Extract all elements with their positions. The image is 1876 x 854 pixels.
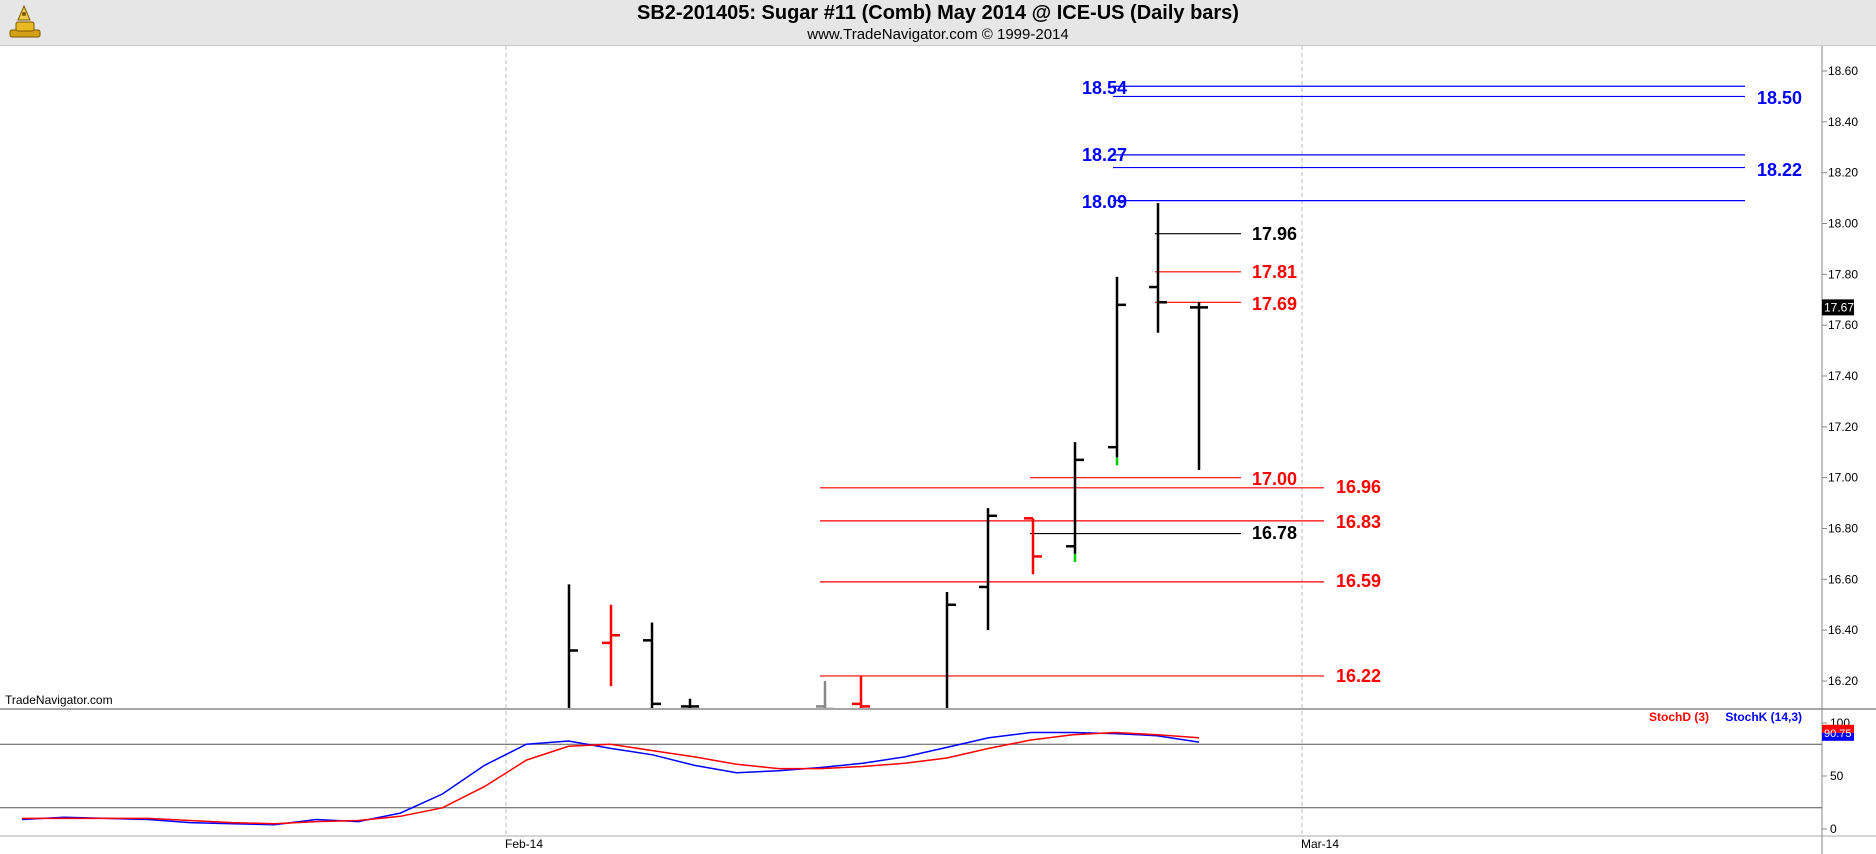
x-tick-label: Mar-14 (1301, 837, 1339, 851)
ohlc-bar (945, 592, 956, 708)
level-label: 18.50 (1757, 88, 1802, 108)
ohlc-bar (681, 698, 699, 708)
ohlc-bar (1149, 203, 1167, 333)
y-tick-label: 16.80 (1828, 522, 1858, 536)
ohlc-bar (852, 675, 870, 708)
level-label: 16.22 (1336, 666, 1381, 686)
ohlc-bar (1108, 276, 1126, 458)
level-label: 17.69 (1252, 294, 1297, 314)
last-price-badge (1822, 299, 1854, 316)
level-label: 17.96 (1252, 224, 1297, 244)
chart-title: SB2-201405: Sugar #11 (Comb) May 2014 @ … (637, 2, 1239, 24)
chart-header: SB2-201405: Sugar #11 (Comb) May 2014 @ … (0, 0, 1876, 46)
ohlc-bar (602, 604, 620, 687)
stoch-y-tick-label: 0 (1830, 822, 1837, 836)
level-label: 17.00 (1252, 469, 1297, 489)
last-price-label: 17.67 (1824, 300, 1854, 314)
level-label: 17.81 (1252, 262, 1297, 282)
level-label: 18.54 (1082, 78, 1127, 98)
y-tick-label: 16.40 (1828, 623, 1858, 637)
ohlc-bar (643, 622, 661, 708)
level-label: 16.96 (1336, 477, 1381, 497)
ohlc-bar (1190, 302, 1208, 471)
stoch-series-line (22, 731, 1200, 825)
y-tick-label: 18.40 (1828, 115, 1858, 129)
ohlc-bar (979, 508, 997, 631)
ohlc-bar (567, 584, 578, 708)
y-tick-label: 16.20 (1828, 674, 1858, 688)
level-label: 18.09 (1082, 192, 1127, 212)
y-tick-label: 18.20 (1828, 166, 1858, 180)
level-label: 18.22 (1757, 160, 1802, 180)
stoch-badge-top (1822, 724, 1854, 733)
y-tick-label: 16.60 (1828, 572, 1858, 586)
x-tick-label: Feb-14 (505, 837, 543, 851)
stoch-badge-bottom (1822, 732, 1854, 741)
y-tick-label: 18.00 (1828, 217, 1858, 231)
level-label: 16.78 (1252, 523, 1297, 543)
stoch-y-tick-label: 50 (1830, 769, 1844, 783)
ohlc-bar (1024, 517, 1042, 575)
stoch-last-value: 90.75 (1824, 728, 1852, 740)
y-tick-label: 17.20 (1828, 420, 1858, 434)
y-tick-label: 17.80 (1828, 267, 1858, 281)
legend-stochk: StochK (14,3) (1725, 710, 1802, 724)
y-tick-label: 17.60 (1828, 318, 1858, 332)
ohlc-bar (816, 681, 834, 708)
y-tick-label: 17.40 (1828, 369, 1858, 383)
level-label: 18.27 (1082, 145, 1127, 165)
stoch-series-line (21, 731, 1200, 826)
level-label: 16.59 (1336, 571, 1381, 591)
chart-subtitle: www.TradeNavigator.com © 1999-2014 (807, 26, 1069, 43)
watermark-text: TradeNavigator.com (5, 693, 113, 707)
legend-stochd: StochD (3) (1649, 710, 1709, 724)
trade-navigator-logo (4, 2, 44, 47)
ohlc-bar (1066, 442, 1084, 554)
level-label: 16.83 (1336, 512, 1381, 532)
y-tick-label: 18.60 (1828, 64, 1858, 78)
y-tick-label: 17.00 (1828, 471, 1858, 485)
